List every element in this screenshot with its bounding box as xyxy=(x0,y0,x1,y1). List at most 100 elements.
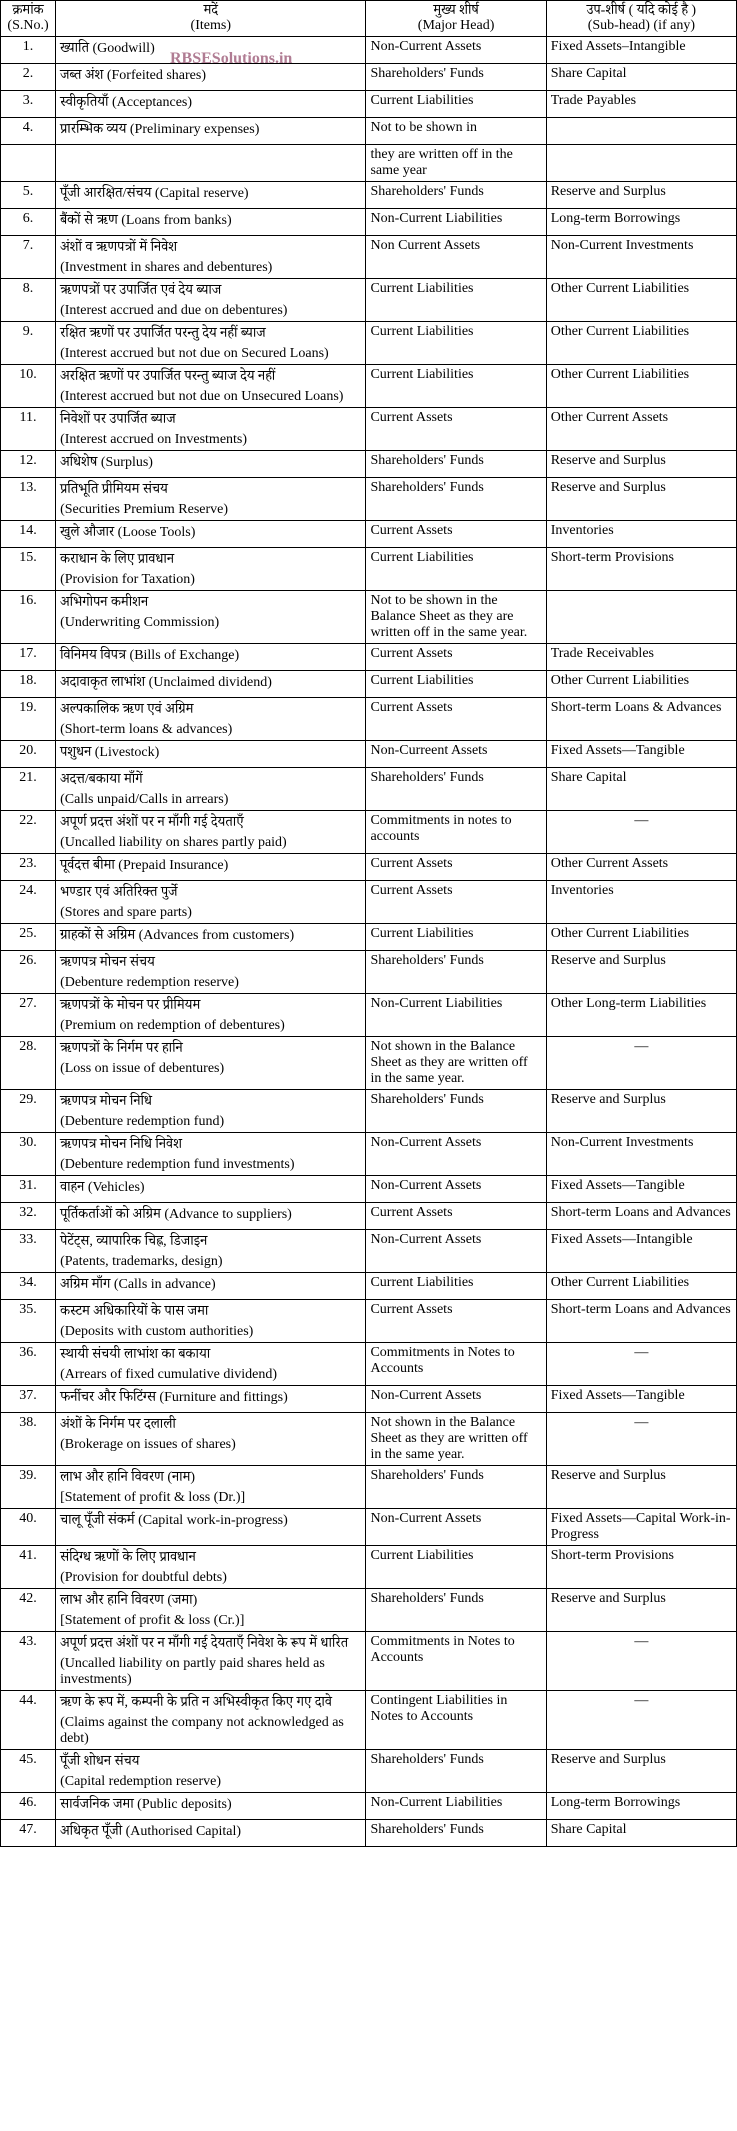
cell-item: चालू पूँजी संकर्म (Capital work-in-progr… xyxy=(56,1508,366,1545)
cell-sub: Inventories xyxy=(546,880,736,923)
cell-major: Current Liabilities xyxy=(366,1272,546,1299)
cell-sub: Other Current Liabilities xyxy=(546,670,736,697)
cell-major: Shareholders' Funds xyxy=(366,950,546,993)
cell-item: अदावाकृत लाभांश (Unclaimed dividend) xyxy=(56,670,366,697)
header-major-hi: मुख्य शीर्ष xyxy=(433,3,479,18)
cell-item: ऋणपत्रों के निर्गम पर हानि (Loss on issu… xyxy=(56,1036,366,1089)
cell-sn: 16. xyxy=(1,590,56,643)
table-row: 30.ऋणपत्र मोचन निधि निवेश (Debenture red… xyxy=(1,1132,737,1175)
cell-major: Commitments in Notes to Accounts xyxy=(366,1342,546,1385)
cell-major: Current Liabilities xyxy=(366,923,546,950)
cell-sn: 40. xyxy=(1,1508,56,1545)
table-row: 28.ऋणपत्रों के निर्गम पर हानि (Loss on i… xyxy=(1,1036,737,1089)
cell-major: Shareholders' Funds xyxy=(366,450,546,477)
cell-sn: 27. xyxy=(1,993,56,1036)
cell-major: Non-Current Assets xyxy=(366,1385,546,1412)
table-row: 44.ऋण के रूप में, कम्पनी के प्रति न अभिस… xyxy=(1,1690,737,1749)
cell-major: Shareholders' Funds xyxy=(366,1749,546,1792)
table-row: 43.अपूर्ण प्रदत्त अंशों पर न माँगी गई दे… xyxy=(1,1631,737,1690)
cell-major: Non-Current Liabilities xyxy=(366,993,546,1036)
cell-item: अधिकृत पूँजी (Authorised Capital) xyxy=(56,1819,366,1846)
cell-major: Current Liabilities xyxy=(366,364,546,407)
table-row: 35.कस्टम अधिकारियों के पास जमा (Deposits… xyxy=(1,1299,737,1342)
cell-sn: 6. xyxy=(1,208,56,235)
cell-sn: 43. xyxy=(1,1631,56,1690)
cell-sub: Long-term Borrowings xyxy=(546,208,736,235)
table-row: 21.अदत्त/बकाया माँगें (Calls unpaid/Call… xyxy=(1,767,737,810)
cell-item: ख्याति (Goodwill) xyxy=(56,36,366,63)
cell-sn: 11. xyxy=(1,407,56,450)
cell-sn: 26. xyxy=(1,950,56,993)
cell-sn: 46. xyxy=(1,1792,56,1819)
cell-item: फर्नीचर और फिटिंग्स (Furniture and fitti… xyxy=(56,1385,366,1412)
cell-sn: 36. xyxy=(1,1342,56,1385)
header-sn-hi: क्रमांक xyxy=(12,3,43,18)
cell-item: स्थायी संचयी लाभांश का बकाया (Arrears of… xyxy=(56,1342,366,1385)
cell-sn: 25. xyxy=(1,923,56,950)
cell-item: भण्डार एवं अतिरिक्त पुर्जे (Stores and s… xyxy=(56,880,366,923)
cell-sub: Reserve and Surplus xyxy=(546,450,736,477)
table-row: 4.प्रारम्भिक व्यय (Preliminary expenses)… xyxy=(1,117,737,144)
header-sub-en: (Sub-head) (if any) xyxy=(588,18,695,33)
cell-sn: 47. xyxy=(1,1819,56,1846)
cell-major: Not to be shown in the Balance Sheet as … xyxy=(366,590,546,643)
cell-sub: Other Current Liabilities xyxy=(546,923,736,950)
table-row: 33.पेटेंट्स, व्यापारिक चिह्न, डिजाइन (Pa… xyxy=(1,1229,737,1272)
cell-major: Current Liabilities xyxy=(366,1545,546,1588)
cell-sn: 12. xyxy=(1,450,56,477)
header-sn: क्रमांक (S.No.) xyxy=(1,1,56,37)
header-items: मदें (Items) xyxy=(56,1,366,37)
cell-major: Not shown in the Balance Sheet as they a… xyxy=(366,1036,546,1089)
cell-sub: Short-term Provisions xyxy=(546,547,736,590)
cell-sub: Share Capital xyxy=(546,63,736,90)
cell-sub: Non-Current Investments xyxy=(546,1132,736,1175)
cell-major: Shareholders' Funds xyxy=(366,767,546,810)
table-header: क्रमांक (S.No.) मदें (Items) मुख्य शीर्ष… xyxy=(1,1,737,37)
table-row: 40.चालू पूँजी संकर्म (Capital work-in-pr… xyxy=(1,1508,737,1545)
cell-sn: 13. xyxy=(1,477,56,520)
cell-sub: — xyxy=(546,1342,736,1385)
cell-sn: 31. xyxy=(1,1175,56,1202)
cell-sn: 45. xyxy=(1,1749,56,1792)
cell-major: Current Assets xyxy=(366,520,546,547)
table-row: 38.अंशों के निर्गम पर दलाली (Brokerage o… xyxy=(1,1412,737,1465)
cell-sub: Share Capital xyxy=(546,1819,736,1846)
cell-item: पशुधन (Livestock) xyxy=(56,740,366,767)
cell-sn: 35. xyxy=(1,1299,56,1342)
cell-major: Current Liabilities xyxy=(366,321,546,364)
cell-sub: Inventories xyxy=(546,520,736,547)
header-sub: उप-शीर्ष ( यदि कोई है ) (Sub-head) (if a… xyxy=(546,1,736,37)
cell-sn: 8. xyxy=(1,278,56,321)
table-row: 3.स्वीकृतियाँ (Acceptances)Current Liabi… xyxy=(1,90,737,117)
cell-major: Non-Current Assets xyxy=(366,1508,546,1545)
cell-item xyxy=(56,144,366,181)
cell-sub: Fixed Assets–Intangible xyxy=(546,36,736,63)
cell-item: प्रारम्भिक व्यय (Preliminary expenses) xyxy=(56,117,366,144)
table-row: 14.खुले औजार (Loose Tools)Current Assets… xyxy=(1,520,737,547)
cell-sn: 30. xyxy=(1,1132,56,1175)
table-row: 22.अपूर्ण प्रदत्त अंशों पर न माँगी गई दे… xyxy=(1,810,737,853)
cell-sub: Reserve and Surplus xyxy=(546,1749,736,1792)
table-row: 46.सार्वजनिक जमा (Public deposits)Non-Cu… xyxy=(1,1792,737,1819)
cell-major: Current Assets xyxy=(366,643,546,670)
table-row: 19.अल्पकालिक ऋण एवं अग्रिम (Short-term l… xyxy=(1,697,737,740)
cell-sub: Share Capital xyxy=(546,767,736,810)
cell-item: बैंकों से ऋण (Loans from banks) xyxy=(56,208,366,235)
cell-item: अंशों के निर्गम पर दलाली (Brokerage on i… xyxy=(56,1412,366,1465)
cell-item: अदत्त/बकाया माँगें (Calls unpaid/Calls i… xyxy=(56,767,366,810)
cell-sn: 20. xyxy=(1,740,56,767)
table-row: 24.भण्डार एवं अतिरिक्त पुर्जे (Stores an… xyxy=(1,880,737,923)
table-row: 8.ऋणपत्रों पर उपार्जित एवं देय ब्याज (In… xyxy=(1,278,737,321)
table-row: 12.अधिशेष (Surplus)Shareholders' FundsRe… xyxy=(1,450,737,477)
cell-sub: — xyxy=(546,1631,736,1690)
table-row: 18.अदावाकृत लाभांश (Unclaimed dividend)C… xyxy=(1,670,737,697)
cell-item: विनिमय विपत्र (Bills of Exchange) xyxy=(56,643,366,670)
cell-major: Shareholders' Funds xyxy=(366,477,546,520)
cell-sn: 4. xyxy=(1,117,56,144)
cell-item: अंशों व ऋणपत्रों में निवेश (Investment i… xyxy=(56,235,366,278)
table-row: 42.लाभ और हानि विवरण (जमा) [Statement of… xyxy=(1,1588,737,1631)
cell-sn: 32. xyxy=(1,1202,56,1229)
cell-item: अभिगोपन कमीशन (Underwriting Commission) xyxy=(56,590,366,643)
cell-item: ऋणपत्र मोचन निधि निवेश (Debenture redemp… xyxy=(56,1132,366,1175)
table-row: 1.ख्याति (Goodwill)Non-Current AssetsFix… xyxy=(1,36,737,63)
